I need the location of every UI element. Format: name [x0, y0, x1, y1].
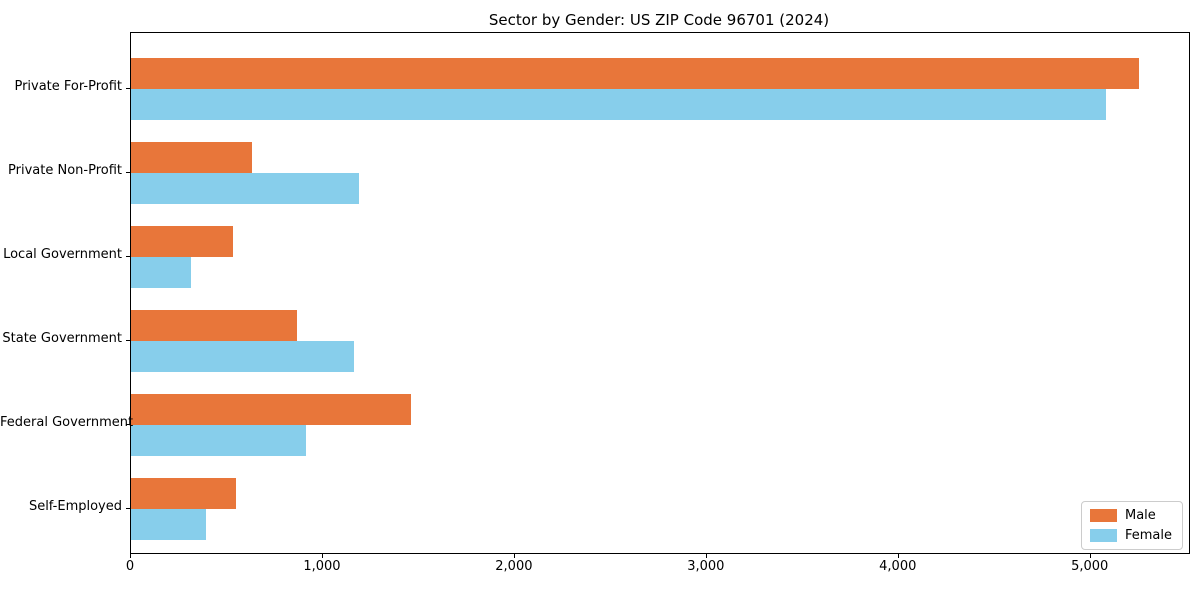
y-tick-label: State Government	[2, 331, 122, 346]
y-axis-tick	[126, 424, 130, 425]
bar-male-5	[131, 394, 412, 425]
y-axis-tick	[126, 256, 130, 257]
legend-label-female: Female	[1124, 528, 1172, 543]
chart-title: Sector by Gender: US ZIP Code 96701 (202…	[488, 11, 830, 29]
legend-item-male: Male	[1089, 508, 1172, 523]
x-tick-label: 4,000	[879, 559, 917, 574]
y-axis-tick	[126, 508, 130, 509]
x-axis-tick	[705, 554, 707, 558]
x-axis-tick	[897, 554, 899, 558]
y-tick-label: Federal Government	[0, 415, 134, 430]
y-axis-tick	[126, 172, 130, 173]
bar-male-4	[131, 310, 298, 341]
bar-female-5	[131, 425, 306, 456]
bar-male-6	[131, 478, 236, 509]
bar-female-6	[131, 509, 206, 540]
x-tick-label: 0	[125, 559, 135, 574]
legend-item-female: Female	[1089, 528, 1172, 543]
plot-area: Male Female	[130, 32, 1190, 554]
bar-female-1	[131, 89, 1107, 120]
x-tick-label: 2,000	[495, 559, 533, 574]
x-axis-tick	[130, 554, 131, 558]
legend: Male Female	[1080, 501, 1183, 550]
y-tick-label: Private For-Profit	[14, 79, 122, 94]
bar-female-3	[131, 257, 192, 288]
legend-swatch-female	[1089, 529, 1117, 542]
x-tick-label: 5,000	[1071, 559, 1109, 574]
legend-label-male: Male	[1124, 508, 1156, 523]
y-axis-tick	[126, 88, 130, 89]
x-axis-tick	[1089, 554, 1091, 558]
x-axis-tick	[513, 554, 515, 558]
x-tick-label: 3,000	[687, 559, 725, 574]
y-axis-tick	[126, 340, 130, 341]
bar-female-2	[131, 173, 360, 204]
y-tick-label: Local Government	[3, 247, 122, 262]
y-tick-label: Private Non-Profit	[8, 163, 122, 178]
bar-male-1	[131, 58, 1139, 89]
x-tick-label: 1,000	[303, 559, 341, 574]
y-tick-label: Self-Employed	[28, 499, 122, 514]
x-axis-tick	[321, 554, 323, 558]
legend-swatch-male	[1089, 509, 1117, 522]
bar-male-2	[131, 142, 252, 173]
bar-female-4	[131, 341, 354, 372]
bar-male-3	[131, 226, 233, 257]
